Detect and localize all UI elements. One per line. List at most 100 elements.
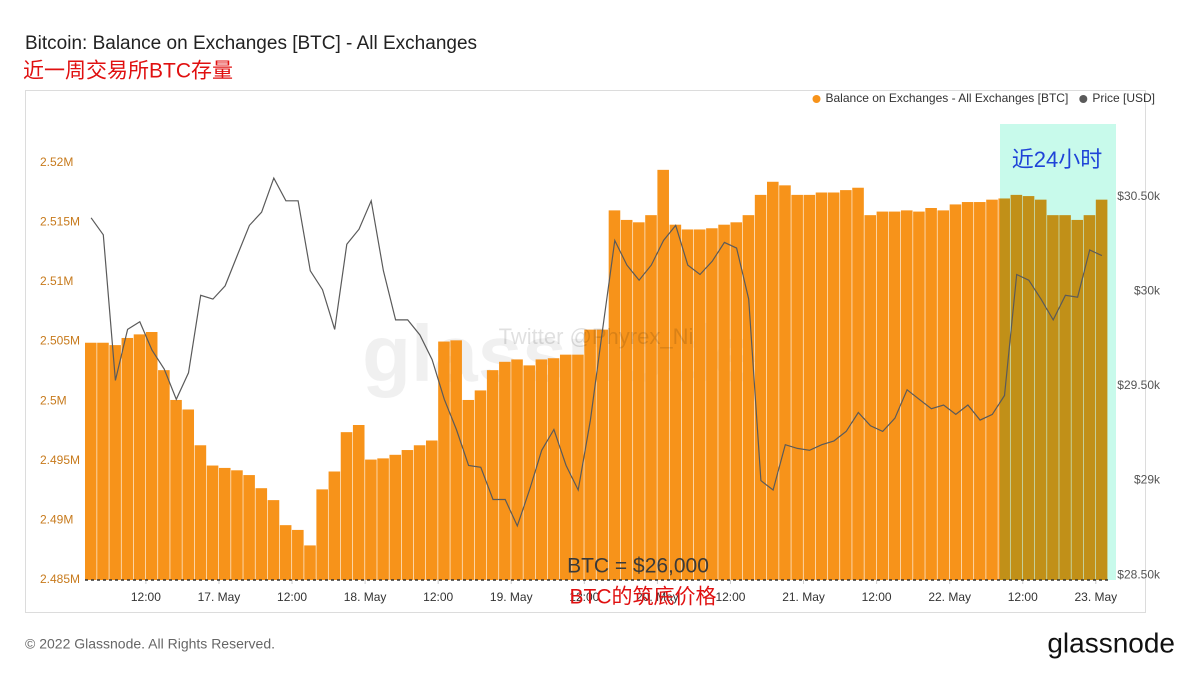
bar	[620, 219, 633, 580]
bar	[389, 454, 402, 580]
bar	[328, 471, 341, 580]
bar	[426, 440, 438, 580]
bar	[109, 345, 121, 580]
x-tick-label: 12:00	[715, 590, 745, 604]
bar	[133, 334, 146, 580]
bar	[742, 215, 755, 580]
bar	[791, 194, 803, 580]
bar	[413, 445, 426, 580]
bar	[340, 432, 353, 580]
bar	[231, 470, 243, 580]
bar	[730, 222, 743, 581]
y-tick-label: 2.49M	[40, 513, 73, 527]
bar	[693, 229, 706, 580]
x-tick-label: 18. May	[344, 590, 387, 604]
y2-tick-label: $30.50k	[1117, 189, 1161, 203]
chart-title: Bitcoin: Balance on Exchanges [BTC] - Al…	[25, 33, 477, 54]
bar	[645, 215, 657, 580]
bar	[584, 329, 596, 580]
bar	[255, 488, 268, 580]
x-tick-label: 20. May	[636, 590, 679, 604]
y2-tick-label: $30k	[1134, 284, 1161, 298]
bar	[596, 329, 609, 580]
bar	[767, 181, 779, 580]
bar	[194, 445, 207, 580]
bar	[706, 228, 718, 580]
bar	[377, 458, 389, 580]
y-tick-label: 2.515M	[40, 214, 80, 228]
bar	[243, 475, 255, 580]
bar	[852, 187, 864, 580]
bar	[182, 409, 195, 580]
bar	[462, 399, 475, 580]
bar	[121, 337, 134, 580]
legend-marker	[1079, 95, 1088, 103]
bar	[937, 210, 950, 580]
bar	[450, 340, 462, 580]
bar	[438, 341, 450, 580]
bar	[864, 215, 877, 580]
bar	[292, 529, 304, 580]
bar	[974, 202, 986, 581]
x-tick-label: 21. May	[782, 590, 825, 604]
bar	[559, 354, 572, 580]
bar	[876, 211, 889, 581]
y-tick-label: 2.51M	[40, 274, 73, 288]
bar	[145, 332, 158, 580]
bar	[267, 500, 280, 580]
bar	[840, 190, 852, 580]
annotation: BTC的筑底价格	[570, 586, 717, 609]
bar	[754, 194, 767, 580]
bar	[523, 365, 536, 580]
bar	[633, 222, 645, 581]
y-tick-label: 2.5M	[40, 393, 67, 407]
x-tick-label: 23. May	[1074, 590, 1117, 604]
y-tick-label: 2.52M	[40, 155, 73, 169]
x-tick-label: 12:00	[277, 590, 307, 604]
x-tick-label: 12:00	[1008, 590, 1038, 604]
bar	[97, 342, 109, 580]
bar	[279, 525, 292, 580]
price-line	[90, 176, 1103, 528]
x-tick-label: 12:00	[862, 590, 892, 604]
y2-tick-label: $29k	[1134, 473, 1161, 487]
bar	[85, 342, 97, 580]
bar	[803, 194, 816, 580]
x-tick-label: 12:00	[423, 590, 453, 604]
x-tick-label: 19. May	[490, 590, 533, 604]
x-tick-label: 22. May	[928, 590, 971, 604]
y2-tick-label: $28.50k	[1117, 567, 1161, 581]
bar	[170, 399, 182, 580]
bar	[401, 450, 414, 580]
bar	[535, 359, 548, 580]
chart-frame	[25, 90, 1146, 613]
bar	[779, 185, 791, 580]
highlight-region	[1000, 124, 1116, 580]
bar	[900, 210, 913, 580]
x-tick-label: 12:00	[131, 590, 161, 604]
bar	[681, 229, 694, 580]
bar	[365, 459, 377, 580]
copyright: © 2022 Glassnode. All Rights Reserved.	[25, 636, 275, 652]
bar	[925, 208, 937, 580]
watermark: Twitter @Phyrex_Ni	[499, 324, 694, 349]
bar	[499, 361, 511, 580]
x-tick-label: 12:00	[569, 590, 599, 604]
bar	[158, 370, 170, 580]
bar	[352, 425, 365, 580]
bar	[572, 354, 584, 580]
legend-marker	[812, 95, 821, 103]
bar	[218, 467, 231, 580]
legend-label: Balance on Exchanges - All Exchanges [BT…	[826, 91, 1069, 105]
bar	[986, 199, 998, 580]
bar	[949, 204, 962, 580]
bar	[827, 192, 840, 580]
bar	[669, 224, 682, 580]
bar	[657, 169, 669, 580]
y-tick-label: 2.485M	[40, 572, 80, 586]
bar	[888, 211, 901, 581]
bar	[608, 210, 621, 580]
chart-subtitle: 近一周交易所BTC存量	[23, 60, 233, 83]
